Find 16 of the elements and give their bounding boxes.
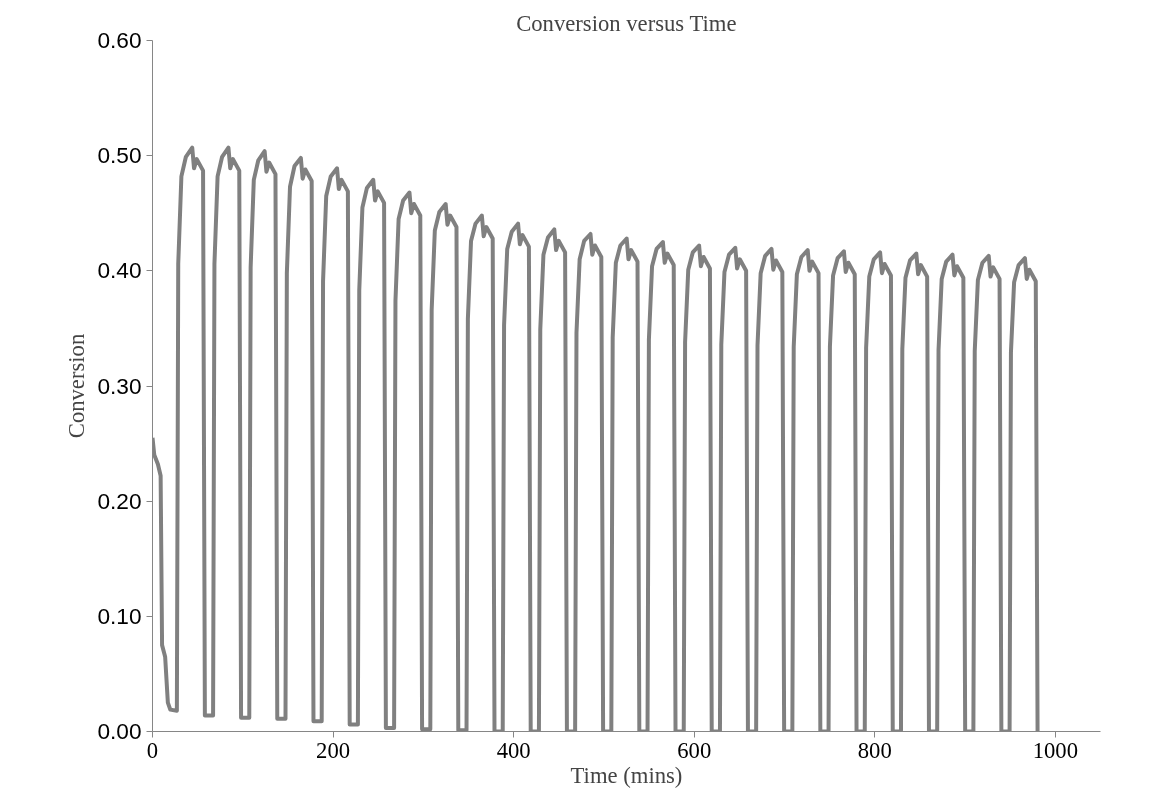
x-tick-label: 1000 [1032,737,1079,763]
y-tick-label: 0.60 [97,27,142,53]
y-tick-label: 0.10 [97,602,142,629]
y-tick-label: 0.50 [97,142,142,169]
x-axis-title: Time (mins) [570,762,683,788]
chart-title: Conversion versus Time [516,10,737,36]
x-tick-label: 200 [316,737,351,763]
y-tick-label: 0.20 [97,487,142,514]
x-tick-label: 600 [677,737,712,763]
y-tick-label: 0.30 [97,372,142,399]
y-tick-label: 0.00 [97,718,142,744]
y-tick-label: 0.40 [97,257,142,284]
x-tick-label: 0 [146,737,159,763]
y-axis-title: Conversion [64,333,90,439]
x-tick-label: 800 [857,737,892,763]
x-tick-label: 400 [496,737,531,763]
